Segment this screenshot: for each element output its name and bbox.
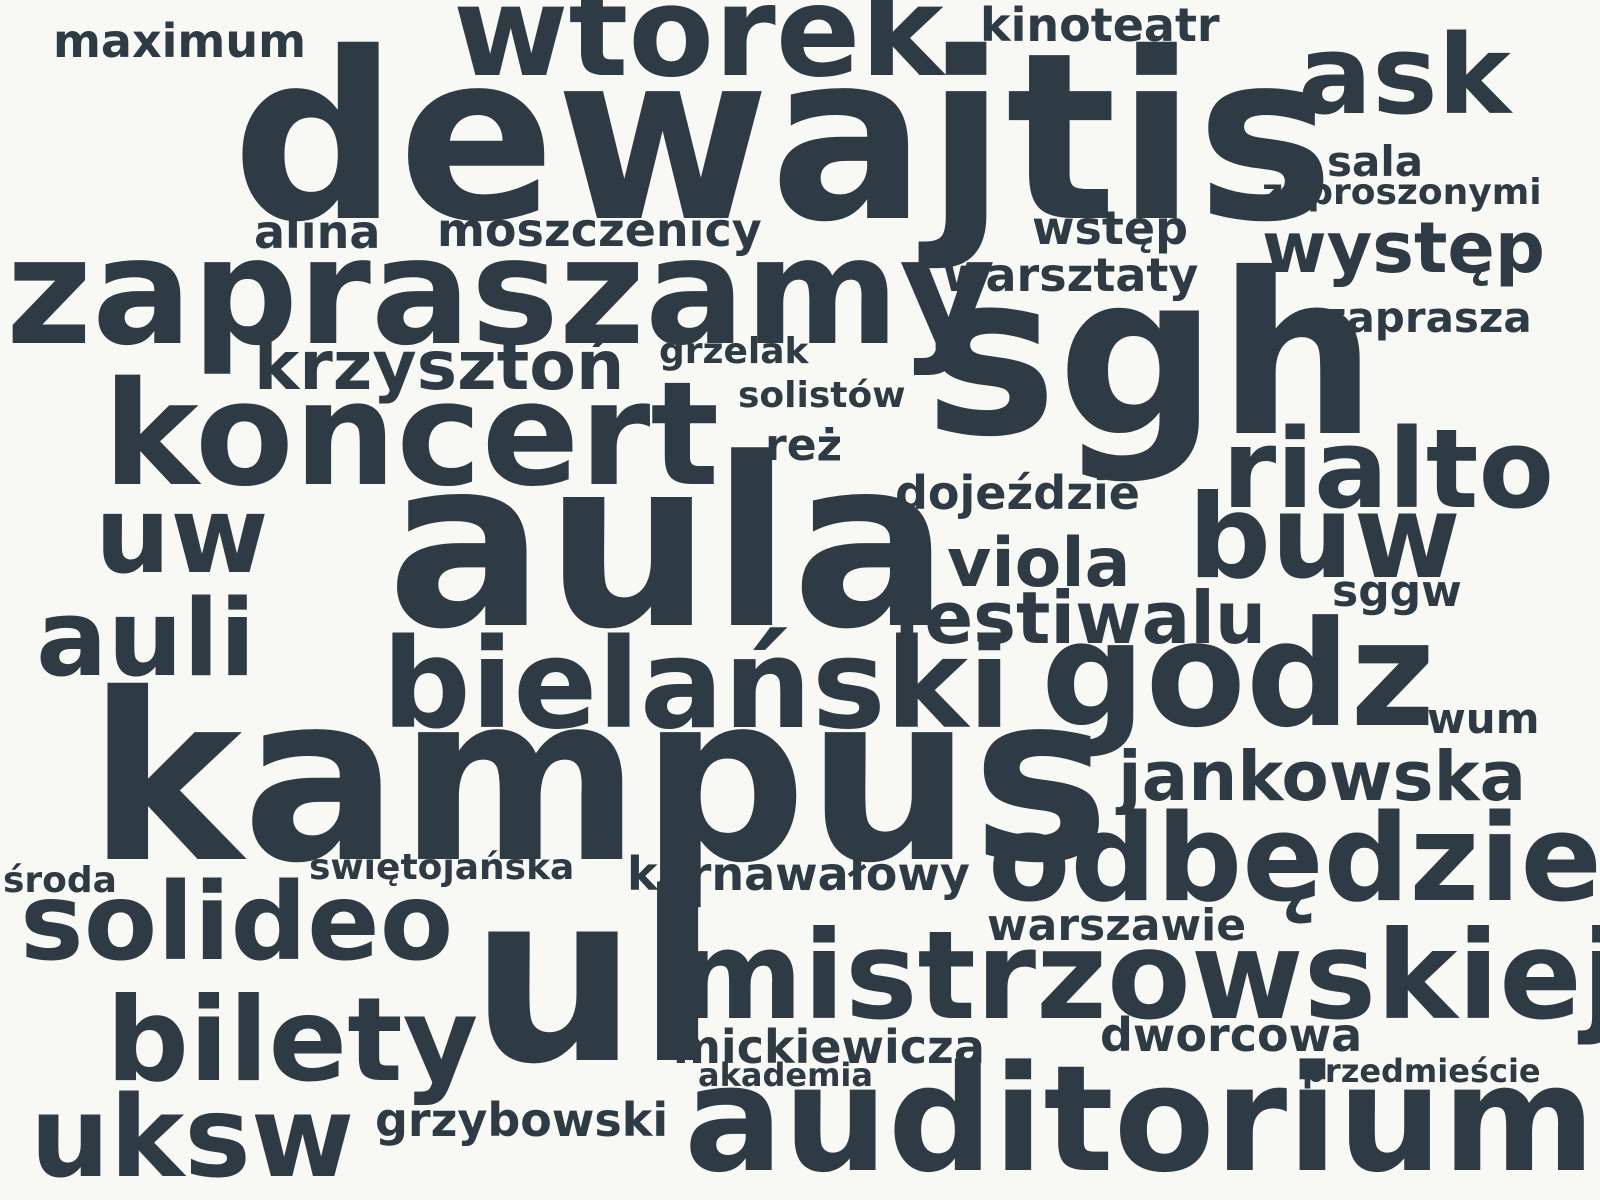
word-zaproszonymi: zaproszonymi [1262,172,1542,213]
word-godz: godz [1041,590,1436,760]
word-alina: alina [254,205,381,259]
word-karnawalowy: karnawałowy [627,847,970,901]
word-akademia: akademia [698,1056,873,1094]
word-uw: uw [95,474,269,597]
word-auditorium: auditorium [684,1034,1596,1200]
word-viola: viola [947,524,1131,603]
word-sala: sala [1327,137,1424,186]
word-rez: reż [765,420,843,471]
word-sggw: sggw [1332,566,1462,617]
word-dworcowa: dworcowa [1100,1008,1363,1062]
word-mistrzowskiej: mistrzowskiej [676,905,1600,1047]
word-mickiewicza: mickiewicza [673,1020,985,1074]
word-zapraszamy: zapraszamy [6,206,996,378]
word-jankowska: jankowska [1118,737,1527,817]
word-wstep: wstęp [1032,201,1188,255]
word-uksw: uksw [30,1073,355,1200]
word-auli: auli [36,577,256,700]
word-warszawie: warszawie [987,900,1247,951]
word-koncert: koncert [103,350,720,518]
word-sgh: sgh [924,225,1378,486]
word-dojezdzie: dojeździe [895,466,1140,520]
word-wum: wum [1427,694,1540,743]
word-krzyszton: krzysztoń [254,327,625,406]
word-sroda: środa [3,860,117,901]
word-aula: aula [387,409,950,681]
word-grzybowski: grzybowski [375,1093,669,1147]
word-wystep: występ [1262,207,1546,289]
word-swietojanska: świętojańska [309,847,575,888]
word-buw: buw [1188,470,1461,605]
word-solideo: solideo [20,861,454,985]
word-warsztaty: warsztaty [943,248,1199,302]
word-odbedzie: odbędzie [988,790,1600,929]
word-solistow: solistów [738,375,906,416]
word-kinoteatr: kinoteatr [980,0,1220,52]
word-moszczenicy: moszczenicy [437,203,762,257]
word-ul: ul [470,843,718,1116]
word-kampus: kampus [88,644,1110,914]
word-festiwalu: festiwalu [893,576,1267,660]
word-przedmiescie: przedmieście [1302,1052,1541,1090]
word-bielanski: bielański [382,613,1011,757]
word-maximum: maximum [53,14,307,68]
word-rialto: rialto [1222,405,1555,533]
word-dewajtis: dewajtis [232,3,1335,273]
word-bilety: bilety [106,973,479,1108]
word-zaprasza: zaprasza [1322,293,1532,342]
word-grzelak: grzelak [659,331,809,372]
word-wtorek: wtorek [453,0,944,105]
word-ask: ask [1298,11,1511,139]
